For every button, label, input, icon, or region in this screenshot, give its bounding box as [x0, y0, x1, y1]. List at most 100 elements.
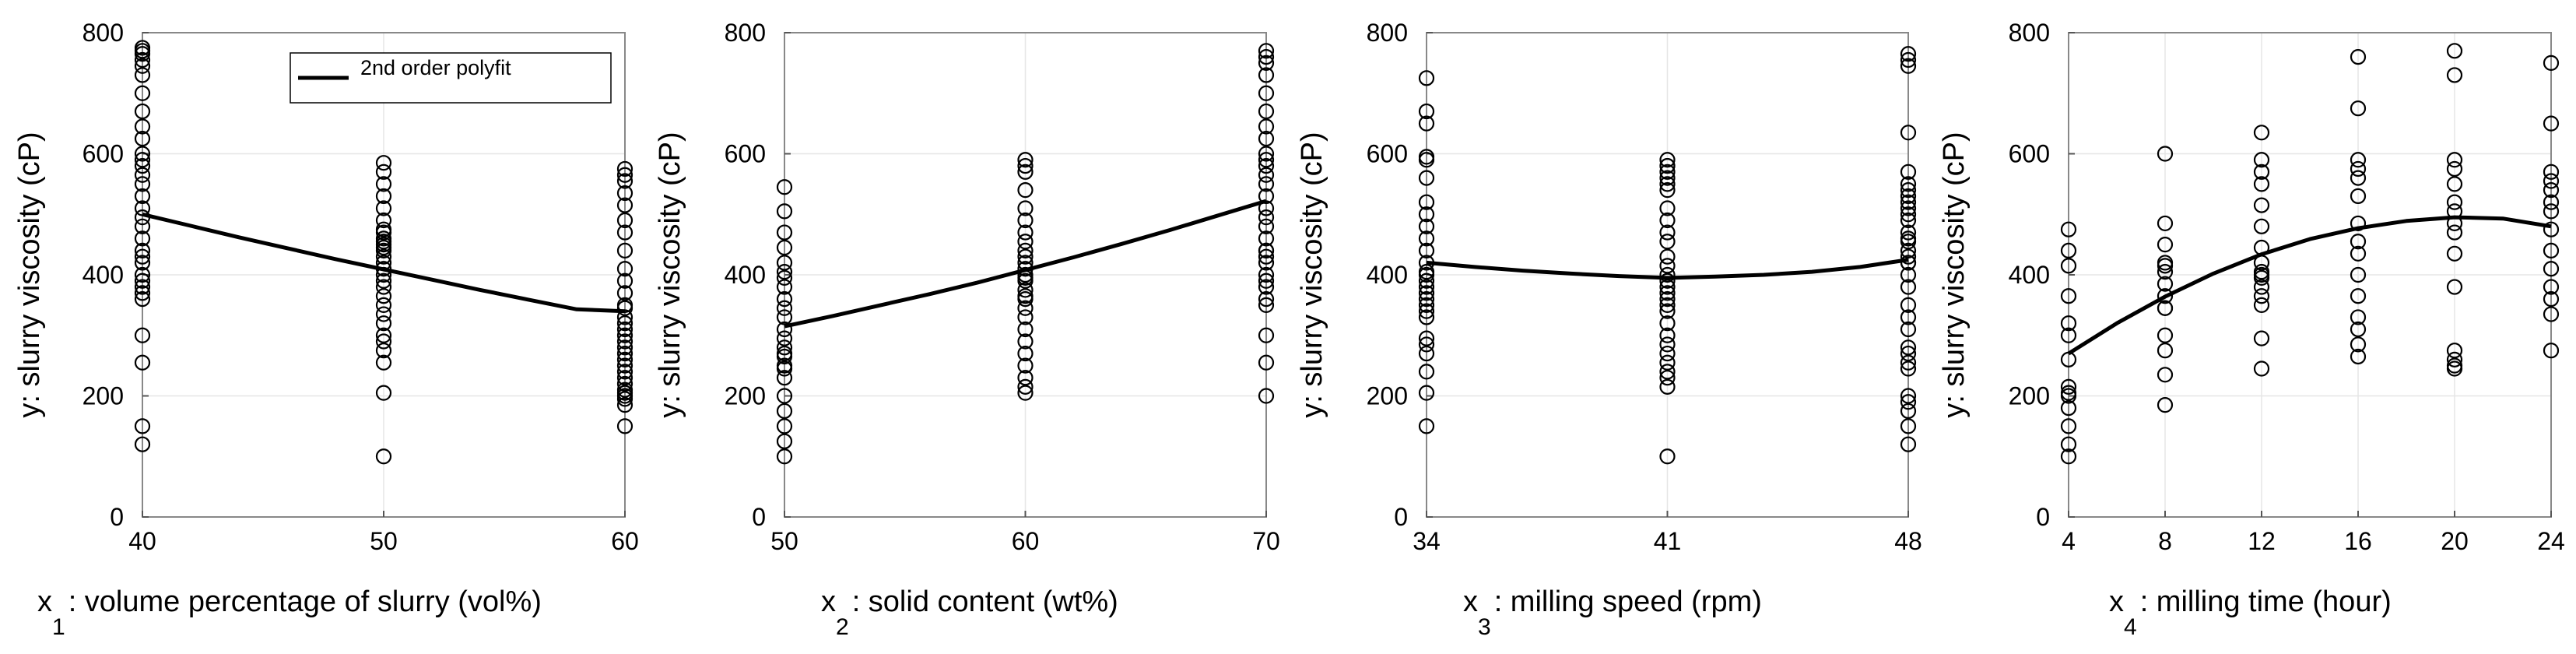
y-tick-label: 0 [1394, 503, 1408, 531]
data-point [1258, 146, 1275, 162]
data-point [375, 212, 392, 229]
data-point [776, 448, 793, 465]
data-point [1017, 212, 1034, 229]
data-point [1418, 266, 1435, 283]
data-point [2157, 264, 2174, 280]
data-point [1258, 242, 1275, 258]
data-point [1900, 403, 1917, 420]
data-point [1659, 248, 1676, 265]
polyfit-curve [142, 212, 626, 314]
data-point [1017, 224, 1034, 241]
data-point [1659, 212, 1676, 229]
data-point [2157, 215, 2174, 232]
data-point [2350, 100, 2367, 117]
data-point [776, 360, 793, 377]
data-point [1659, 297, 1676, 313]
data-point [2350, 288, 2367, 304]
y-tick-label: 600 [725, 140, 766, 168]
data-point [776, 239, 793, 256]
data-point [1659, 303, 1676, 319]
data-point [1258, 272, 1275, 289]
data-point [375, 239, 392, 256]
data-point [1418, 194, 1435, 210]
data-point [1659, 354, 1676, 371]
data-point [134, 255, 151, 271]
data-point [134, 242, 151, 258]
polyfit-curve [1426, 258, 1909, 280]
data-point [776, 345, 793, 362]
data-point [1418, 418, 1435, 434]
data-point [375, 200, 392, 216]
data-point [1418, 345, 1435, 362]
data-point [134, 157, 151, 174]
data-point [616, 364, 633, 380]
data-point [1418, 364, 1435, 380]
data-point [1017, 164, 1034, 180]
data-point [375, 448, 392, 465]
data-point [2253, 297, 2270, 313]
data-point [2446, 160, 2463, 178]
data-point [2253, 218, 2270, 234]
data-point [1017, 333, 1034, 350]
data-point [2157, 258, 2174, 274]
data-point [375, 306, 392, 322]
data-point [2350, 188, 2367, 205]
data-point [1659, 182, 1676, 199]
data-point [1258, 297, 1275, 313]
y-axis-label: y: slurry viscosity (cP) [654, 132, 686, 417]
data-point [1418, 218, 1435, 234]
data-point [2060, 315, 2077, 332]
data-point [616, 167, 633, 183]
data-point [1017, 300, 1034, 316]
x-tick-label: 16 [2344, 527, 2372, 555]
data-point [1017, 378, 1034, 395]
data-point [1900, 58, 1917, 74]
data-point [776, 309, 793, 325]
data-point [616, 212, 633, 229]
y-tick-label: 800 [82, 19, 124, 47]
data-point [1900, 212, 1917, 229]
data-point [134, 230, 151, 247]
data-point [616, 345, 633, 362]
data-point [1659, 315, 1676, 332]
data-point [134, 291, 151, 308]
y-axis-label: y: slurry viscosity (cP) [1296, 132, 1328, 417]
data-point [1418, 115, 1435, 132]
data-point [2157, 237, 2174, 253]
data-point [375, 224, 392, 241]
data-point [2543, 203, 2560, 220]
data-point [1900, 354, 1917, 371]
data-point [375, 327, 392, 343]
data-point [134, 188, 151, 205]
data-point [1900, 188, 1917, 205]
data-point [134, 272, 151, 289]
x-tick-label: 50 [370, 527, 398, 555]
data-point [1900, 176, 1917, 192]
data-point [1659, 200, 1676, 216]
data-point [2253, 360, 2270, 377]
data-point [1659, 327, 1676, 343]
data-point [134, 103, 151, 120]
data-point [1258, 43, 1275, 59]
data-point [2350, 234, 2367, 250]
data-point [1258, 248, 1275, 265]
data-point [1258, 118, 1275, 135]
data-point [375, 315, 392, 332]
data-point [1258, 130, 1275, 147]
data-point [2543, 291, 2560, 308]
data-point [1900, 51, 1917, 69]
data-point [1418, 291, 1435, 308]
data-point [134, 176, 151, 192]
data-point [1258, 218, 1275, 234]
data-point [616, 375, 633, 392]
x-tick-label: 41 [1654, 527, 1682, 555]
data-point [2060, 388, 2077, 404]
data-point [1258, 176, 1275, 192]
data-point [616, 351, 633, 367]
data-point [1659, 157, 1676, 174]
data-point [776, 264, 793, 280]
data-point [616, 397, 633, 413]
data-point [1258, 54, 1275, 71]
data-point [616, 173, 633, 189]
